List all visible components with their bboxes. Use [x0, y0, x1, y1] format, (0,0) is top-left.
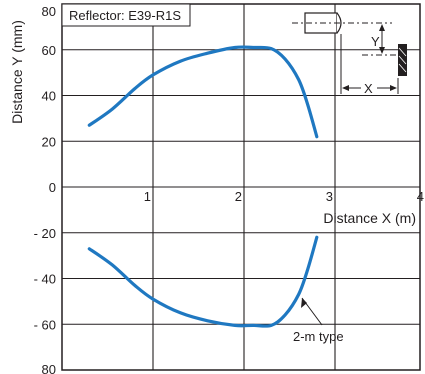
x-tick-label: 2 [235, 189, 242, 204]
x-tick-label: 4 [417, 189, 424, 204]
x-axis-title: Distance X (m) [323, 210, 416, 226]
reflector-hatch [398, 47, 407, 57]
series-line-lower [87, 235, 319, 328]
chart-title: Reflector: E39-R1S [69, 8, 181, 23]
y-tick-label: 80 [42, 4, 56, 19]
inset-x-label: X [364, 81, 373, 96]
x-arrow-right [390, 85, 397, 91]
sensor-diagram: Y X [292, 12, 407, 96]
y-tick-label: 40 [42, 89, 56, 104]
y-arrow-top [379, 24, 385, 31]
annotation-arrowhead [301, 298, 307, 308]
reflector-hatch [398, 55, 407, 65]
y-arrow-bottom [379, 47, 385, 54]
y-tick-label: - 20 [34, 226, 56, 241]
y-axis-title: Distance Y (mm) [9, 20, 25, 124]
y-tick-labels: 80 60 40 20 0 - 20 - 40 - 60 80 [34, 4, 56, 374]
series-layer [87, 45, 319, 328]
x-tick-labels: 1 2 3 4 [144, 189, 424, 204]
x-tick-label: 1 [144, 189, 151, 204]
y-tick-label: 60 [42, 43, 56, 58]
annotation-label: 2-m type [293, 329, 344, 344]
x-tick-label: 3 [326, 189, 333, 204]
series-line-upper [87, 45, 319, 139]
y-tick-label: - 40 [34, 272, 56, 287]
y-tick-label: 20 [42, 134, 56, 149]
title-box [61, 3, 191, 27]
y-tick-label: - 60 [34, 317, 56, 332]
y-tick-label: 0 [49, 180, 56, 195]
y-tick-label: 80 [42, 362, 56, 374]
reflector-hatch [398, 63, 407, 73]
x-arrow-left [342, 85, 349, 91]
inset-y-label: Y [371, 34, 380, 49]
